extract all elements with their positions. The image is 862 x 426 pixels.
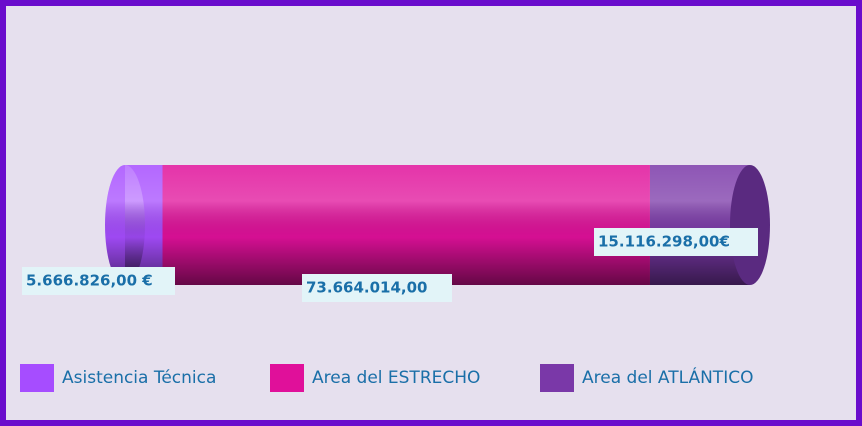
value-label: 5.666.826,00 €	[26, 272, 153, 290]
labels: 5.666.826,00 € 73.664.014,00 15.116.298,00…	[22, 228, 758, 302]
value-label-box	[594, 228, 758, 256]
value-label: 15.116.298,00€	[598, 233, 730, 251]
legend-label: Asistencia Técnica	[62, 368, 216, 388]
value-label: 73.664.014,00	[306, 279, 427, 297]
legend-swatch	[540, 364, 574, 392]
value-label-box	[22, 267, 175, 295]
legend-swatch	[20, 364, 54, 392]
legend-swatch	[270, 364, 304, 392]
cylinder-end	[730, 165, 770, 285]
legend-label: Area del ESTRECHO	[312, 368, 480, 388]
legend: Asistencia Técnica Area del ESTRECHO Area …	[20, 364, 753, 392]
legend-label: Area del ATLÁNTICO	[582, 366, 753, 388]
cylinder-shade	[125, 165, 750, 285]
value-label-box	[302, 274, 452, 302]
plot	[105, 165, 770, 285]
